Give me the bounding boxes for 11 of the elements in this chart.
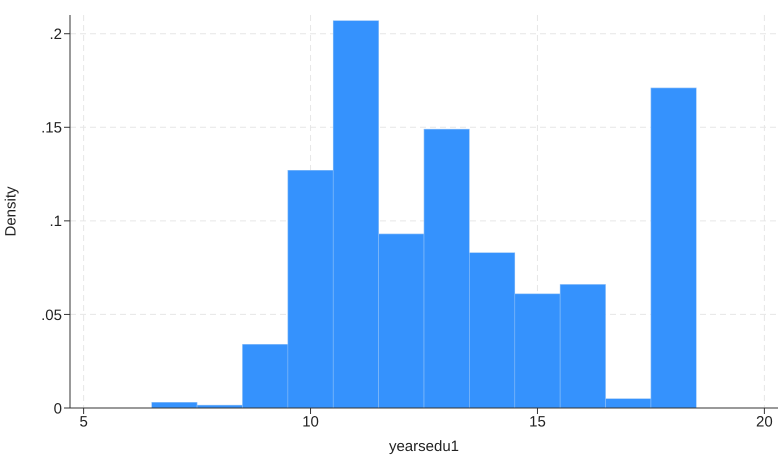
x-tick-label: 10: [302, 414, 319, 431]
x-tick-label: 5: [79, 414, 88, 431]
y-tick-label: .1: [49, 213, 62, 230]
x-tick-label: 20: [756, 414, 773, 431]
y-tick-label: .05: [41, 306, 62, 324]
y-axis-title: Density: [2, 186, 20, 237]
y-tick-label: .15: [41, 120, 62, 137]
y-tick-label: 0: [54, 400, 62, 418]
x-axis-title: yearsedu1: [388, 438, 460, 455]
x-tick-label: 15: [529, 414, 546, 431]
y-tick-label: .2: [49, 26, 62, 44]
